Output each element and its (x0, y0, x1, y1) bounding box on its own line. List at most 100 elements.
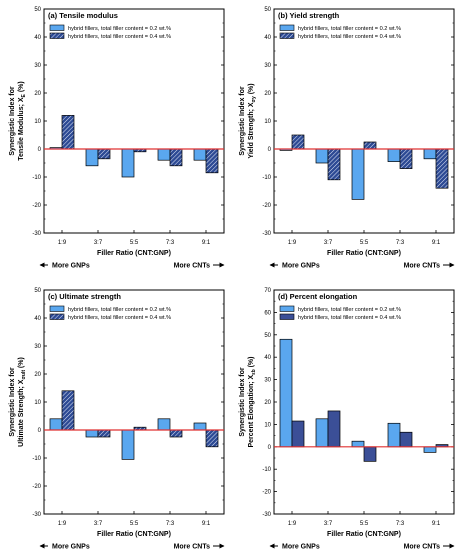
y-tick-label: 10 (264, 119, 271, 125)
legend-swatch-1 (49, 24, 65, 31)
bar-series2-1-9 (291, 134, 305, 150)
chart-panel-3: -30 -20 -10 0 10 20 30 40 50 1:9 3:7 5:5 7:3 9:1 (c) U… (9, 288, 225, 550)
y-tick-label: -30 (32, 512, 41, 518)
bar-series1-1-9 (49, 418, 63, 431)
bar-series1-3-7 (85, 148, 99, 167)
legend-label-2: hybrid fillers, total filler content = 0… (68, 315, 171, 321)
x-tick-label: 5:5 (360, 521, 369, 527)
legend-label-2: hybrid fillers, total filler content = 0… (68, 34, 171, 40)
arrow-left-label: More GNPs (52, 263, 90, 270)
y-tick-label: -30 (262, 512, 271, 518)
bar-series2-9-1 (205, 429, 219, 448)
y-axis-label-subscript: E (21, 93, 27, 97)
x-tick-label: 1:9 (58, 240, 67, 246)
y-tick-label: 40 (34, 35, 41, 41)
y-axis-label-line2: Yield Strength; Xσy (%) (248, 83, 257, 158)
x-tick-label: 1:9 (58, 521, 67, 527)
legend-swatch-2 (279, 313, 295, 320)
bar-series2-3-7 (327, 410, 341, 448)
y-tick-label: 20 (264, 400, 271, 406)
bar-series2-9-1 (435, 148, 449, 189)
y-axis-label-unit: (%) (248, 356, 255, 369)
y-axis-label-line1: Synergistic Index for (239, 367, 246, 437)
y-axis-label-main: Ultimate Strength; X (18, 379, 25, 447)
arrow-left-label: More GNPs (52, 544, 90, 550)
y-tick-label: 30 (264, 378, 271, 384)
x-tick-label: 5:5 (360, 240, 369, 246)
bar-series1-7-3 (387, 148, 401, 162)
y-tick-label: 60 (264, 310, 271, 316)
y-tick-label: -30 (32, 231, 41, 237)
x-tick-label: 7:3 (166, 240, 175, 246)
y-tick-label: 30 (34, 344, 41, 350)
legend-swatch-1 (49, 305, 65, 312)
x-axis-label: Filler Ratio (CNT:GNP) (327, 250, 401, 257)
bar-series1-9-1 (193, 422, 207, 431)
bar-series1-9-1 (423, 148, 437, 160)
bar-series1-5-5 (121, 148, 135, 178)
bar-series2-1-9 (291, 420, 305, 448)
bar-series2-1-9 (61, 115, 75, 150)
x-tick-label: 7:3 (166, 521, 175, 527)
x-axis-label: Filler Ratio (CNT:GNP) (97, 531, 171, 538)
x-axis-label: Filler Ratio (CNT:GNP) (97, 250, 171, 257)
x-tick-label: 1:9 (288, 240, 297, 246)
y-axis-label-line2: Percent Elongation; Xεb (%) (248, 356, 257, 447)
y-axis-label-subscript: σy (251, 96, 257, 102)
bar-series1-9-1 (423, 446, 437, 453)
x-tick-label: 3:7 (324, 240, 333, 246)
y-tick-label: 40 (264, 355, 271, 361)
y-tick-label: 40 (34, 316, 41, 322)
y-tick-label: 0 (38, 428, 42, 434)
arrow-right-label: More CNTs (404, 544, 441, 550)
legend-swatch-1 (279, 305, 295, 312)
y-axis-label-line1: Synergistic Index for (9, 367, 16, 437)
bar-series2-3-7 (97, 148, 111, 160)
y-axis-label-subscript: σult (21, 370, 27, 380)
bar-series1-3-7 (85, 429, 99, 438)
bar-series1-1-9 (279, 338, 293, 448)
chart-panel-1: -30 -20 -10 0 10 20 30 40 50 1:9 3:7 5:5 7:3 9:1 (a) T… (9, 7, 225, 270)
y-axis-label-subscript: εb (251, 369, 257, 374)
legend-swatch-2 (279, 32, 295, 39)
y-tick-label: 50 (264, 333, 271, 339)
y-tick-label: 30 (34, 63, 41, 69)
legend-label-1: hybrid fillers, total filler content = 0… (68, 26, 171, 32)
legend-label-2: hybrid fillers, total filler content = 0… (298, 34, 401, 40)
arrow-right-label: More CNTs (174, 263, 211, 270)
arrow-left-label: More GNPs (282, 263, 320, 270)
legend-swatch-2 (49, 32, 65, 39)
legend-label-2: hybrid fillers, total filler content = 0… (298, 315, 401, 321)
y-tick-label: 70 (264, 288, 271, 294)
bar-series1-7-3 (387, 422, 401, 448)
bar-series1-9-1 (193, 148, 207, 161)
bar-series2-5-5 (363, 446, 377, 462)
y-axis-label-unit: (%) (18, 357, 25, 370)
y-axis-label-line1: Synergistic Index for (239, 86, 246, 156)
y-tick-label: -20 (262, 490, 271, 496)
y-axis-label-main: Yield Strength; X (248, 102, 255, 158)
x-tick-label: 9:1 (202, 521, 211, 527)
y-tick-label: -20 (32, 484, 41, 490)
y-tick-label: 50 (264, 7, 271, 13)
legend-label-1: hybrid fillers, total filler content = 0… (298, 26, 401, 32)
y-axis-label-unit: (%) (18, 81, 25, 94)
bar-series2-7-3 (169, 148, 183, 167)
chart-panel-2: -30 -20 -10 0 10 20 30 40 50 1:9 3:7 5:5 7:3 9:1 (b) Y… (239, 7, 455, 270)
y-tick-label: 0 (38, 147, 42, 153)
x-axis-label: Filler Ratio (CNT:GNP) (327, 531, 401, 538)
y-axis-label-line2: Ultimate Strength; Xσult (%) (18, 357, 27, 447)
y-tick-label: 20 (34, 91, 41, 97)
chart-title: (d) Percent elongation (278, 292, 358, 301)
y-tick-label: 0 (268, 445, 272, 451)
legend-label-1: hybrid fillers, total filler content = 0… (298, 307, 401, 313)
x-tick-label: 9:1 (202, 240, 211, 246)
x-tick-label: 3:7 (94, 521, 103, 527)
x-tick-label: 7:3 (396, 240, 405, 246)
x-tick-label: 3:7 (324, 521, 333, 527)
y-axis-label-unit: (%) (248, 83, 255, 96)
bar-series2-7-3 (169, 429, 183, 438)
bar-series2-3-7 (327, 148, 341, 181)
bar-series2-1-9 (61, 390, 75, 431)
bar-series1-3-7 (315, 418, 329, 448)
